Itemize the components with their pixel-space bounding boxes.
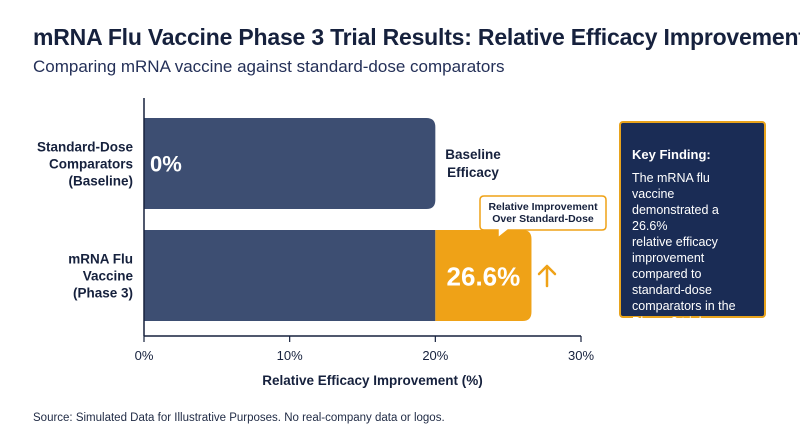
key-finding-line: relative efficacy — [632, 235, 718, 249]
value-label-0: 0% — [150, 152, 182, 177]
chart-title: mRNA Flu Vaccine Phase 3 Trial Results: … — [33, 24, 800, 50]
baseline-annotation: Baseline — [445, 147, 501, 162]
category-label: mRNA Flu — [68, 252, 133, 267]
key-finding-text: The mRNA flu vaccine demonstrated a 26.6%… — [632, 170, 754, 330]
chart-subtitle: Comparing mRNA vaccine against standard-… — [33, 57, 505, 76]
x-axis-title: Relative Efficacy Improvement (%) — [262, 373, 483, 388]
x-tick-label: 0% — [135, 348, 154, 363]
category-label: (Baseline) — [68, 174, 133, 189]
key-finding-line: Phase 3 trial. — [632, 315, 705, 329]
value-label-1: 26.6% — [447, 262, 521, 292]
category-label: (Phase 3) — [73, 286, 133, 301]
baseline-bar — [144, 118, 436, 209]
improvement-bar — [435, 230, 532, 321]
key-finding-line: standard-dose — [632, 283, 712, 297]
callout-text: Over Standard-Dose — [492, 213, 594, 225]
baseline-annotation: Efficacy — [447, 165, 499, 180]
key-finding-line: compared to — [632, 267, 702, 281]
key-finding-line: demonstrated a 26.6% — [632, 203, 719, 233]
callout-bubble — [479, 195, 607, 240]
key-finding-line: The mRNA flu vaccine — [632, 171, 710, 201]
key-finding-heading: Key Finding: — [632, 147, 711, 162]
x-tick-label: 20% — [422, 348, 448, 363]
up-arrow-icon — [537, 264, 557, 288]
x-tick-label: 30% — [568, 348, 594, 363]
callout-text: Relative Improvement — [488, 201, 598, 213]
baseline-segment — [144, 230, 436, 321]
source-note: Source: Simulated Data for Illustrative … — [33, 412, 445, 424]
key-finding-box: Key Finding: The mRNA flu vaccine demonst… — [619, 121, 766, 329]
category-label: Comparators — [49, 157, 133, 172]
category-label: Vaccine — [83, 269, 134, 284]
category-label: Standard-Dose — [37, 140, 134, 155]
key-finding-line: comparators in the — [632, 299, 736, 313]
key-finding-line: improvement — [632, 251, 705, 265]
x-tick-label: 10% — [277, 348, 303, 363]
